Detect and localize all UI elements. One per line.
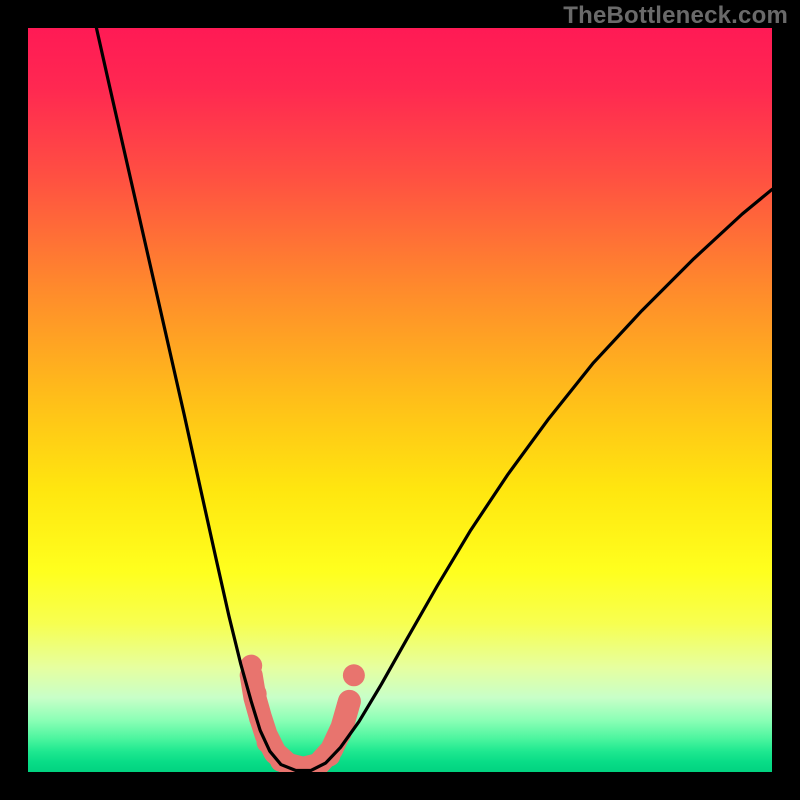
stage: TheBottleneck.com [0,0,800,800]
plot-area [28,28,772,772]
gradient-background [28,28,772,772]
watermark-text: TheBottleneck.com [563,2,788,30]
marker-dot [329,722,351,744]
marker-dot [343,664,365,686]
chart-svg [28,28,772,772]
marker-dot [337,694,359,716]
